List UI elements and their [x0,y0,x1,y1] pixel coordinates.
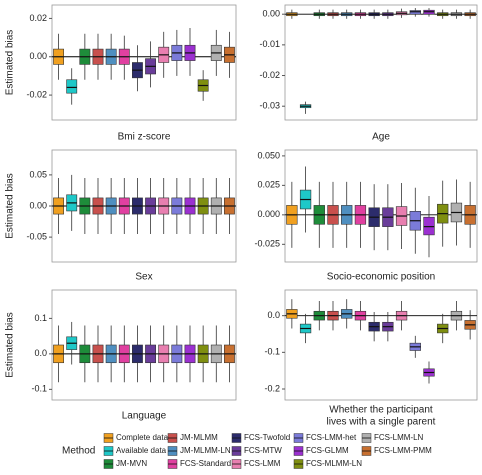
y-tick-label: -0.2 [264,383,280,393]
x-axis-title: Whether the participant [329,405,433,416]
y-tick-label: 0.000 [257,209,280,219]
legend-label: FCS-LMM [244,459,281,468]
legend-label: FCS-MTW [244,446,282,455]
plot-frame [284,289,478,401]
legend-label: FCS-GLMM [306,446,349,455]
y-tick-label: 0.00 [262,9,280,19]
y-axis-title: Estimated bias [5,173,16,239]
legend-label: JM-MLMM-LN [180,446,231,455]
legend-label: FCS-Twofold [244,433,290,442]
legend-label: FCS-Standard [180,459,231,468]
y-tick-label: 0.05 [29,169,47,179]
y-tick-label: -0.01 [259,39,280,49]
y-tick-label: -0.03 [259,101,280,111]
y-tick-label: -0.02 [26,89,47,99]
y-tick-label: -0.025 [254,239,280,249]
y-tick-label: -0.02 [259,70,280,80]
y-tick-label: 0.02 [29,13,47,23]
x-axis-title: Age [372,132,390,143]
legend-label: JM-MVN [116,459,147,468]
box [409,10,421,15]
x-axis-title: Bmi z-score [118,132,171,143]
y-tick-label: -0.1 [264,347,280,357]
y-axis-title: Estimated bias [5,30,16,96]
x-axis-title: Socio-economic position [327,272,435,283]
y-tick-label: -0.1 [31,384,47,394]
x-axis-title: Sex [135,272,152,283]
y-tick-label: 0.00 [29,51,47,61]
legend-label: Complete data [116,433,169,442]
y-tick-label: -0.05 [26,231,47,241]
legend-label: JM-MLMM [180,433,218,442]
y-tick-label: 0.00 [29,200,47,210]
y-tick-label: 0.0 [267,310,280,320]
plot-frame [284,4,478,121]
box [66,79,78,94]
y-tick-label: 0.0 [34,348,47,358]
legend-label: FCS-LMM-LN [374,433,424,442]
legend-label: FCS-LMM-het [306,433,357,442]
y-axis-title: Estimated bias [5,312,16,378]
legend-label: FCS-MLMM-LN [306,459,362,468]
x-axis-title: lives with a single parent [327,417,436,428]
y-tick-label: 0.025 [257,180,280,190]
x-axis-title: Language [122,411,167,422]
legend-label: Available data [116,446,167,455]
y-tick-label: 0.050 [257,150,280,160]
legend-title: Method [62,446,95,457]
y-tick-label: 0.1 [34,313,47,323]
legend-label: FCS-LMM-PMM [374,446,432,455]
